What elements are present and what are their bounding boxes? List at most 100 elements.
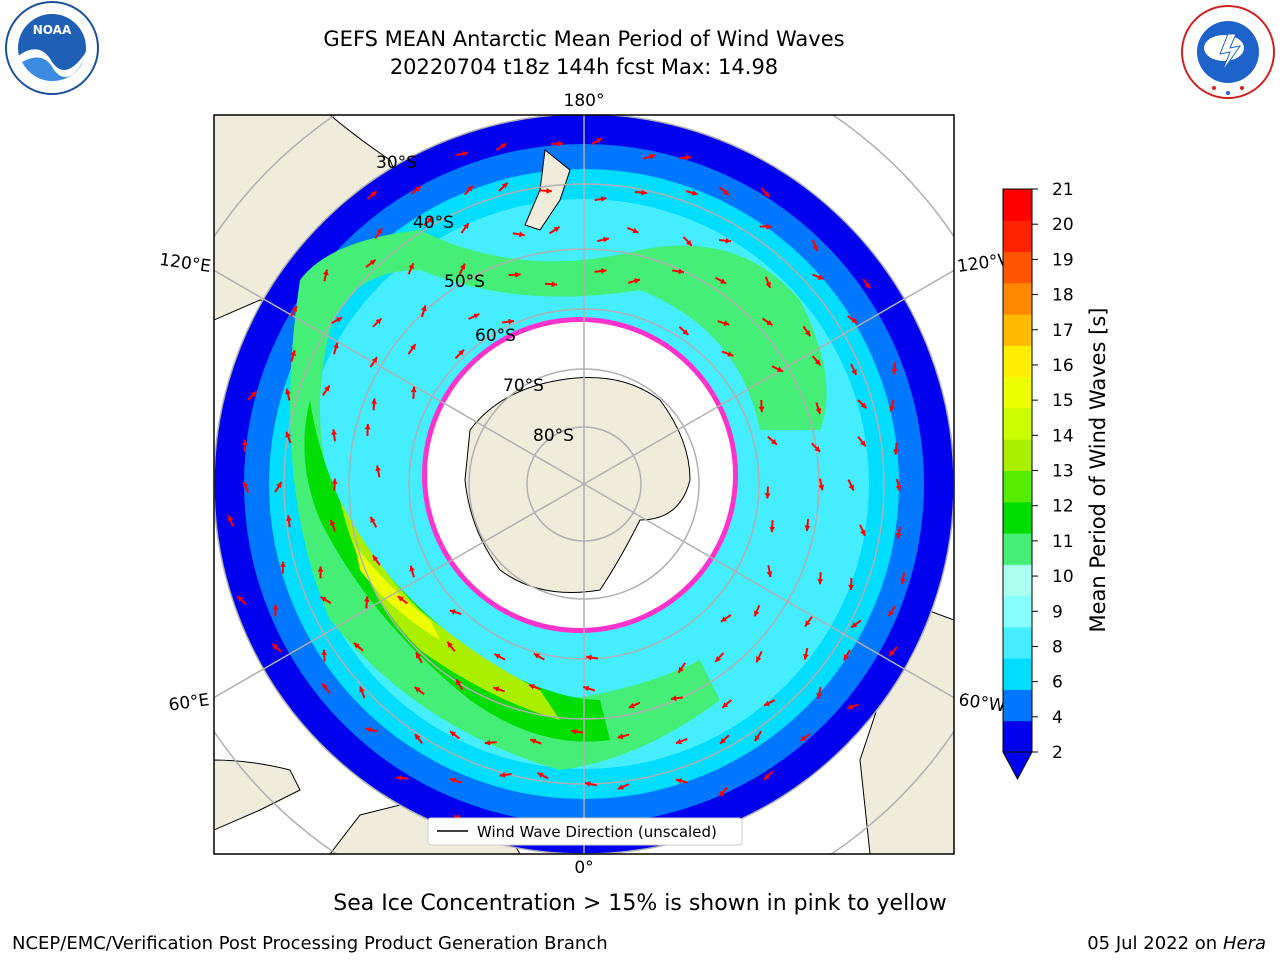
lon-label-60w: 60°W [957, 690, 1006, 716]
wind-wave-arrow [321, 682, 331, 694]
wind-wave-arrow [374, 227, 383, 239]
wind-wave-arrow [247, 390, 258, 401]
wind-direction-legend: Wind Wave Direction (unscaled) [427, 817, 743, 846]
wind-wave-arrow [274, 481, 283, 493]
wind-wave-arrow [236, 595, 247, 606]
wind-wave-arrow [321, 649, 328, 662]
wind-wave-arrow [549, 225, 561, 235]
wind-wave-arrow [285, 431, 292, 444]
colorbar-tick-label: 11 [1052, 532, 1074, 552]
wind-wave-arrow [414, 733, 424, 745]
wind-wave-arrow [286, 515, 292, 528]
wind-wave-arrow [512, 231, 525, 238]
wind-wave-arrow [804, 616, 813, 627]
wind-wave-arrow [617, 733, 630, 740]
wind-wave-arrow [371, 554, 381, 566]
colorbar-segment [1003, 251, 1032, 284]
wind-wave-arrow [597, 236, 610, 243]
colorbar-title: Mean Period of Wind Waves [s] [1086, 307, 1110, 633]
wind-wave-arrow [571, 728, 584, 735]
wind-wave-arrow [594, 268, 607, 274]
wind-wave-arrow [812, 273, 825, 280]
wind-wave-arrow [847, 315, 858, 324]
wind-wave-arrow [895, 526, 902, 539]
wind-wave-arrow [766, 565, 773, 578]
wind-wave-arrow [815, 402, 822, 415]
wind-wave-arrow [586, 654, 599, 661]
wind-wave-arrow [811, 355, 822, 366]
wind-wave-arrow [329, 519, 336, 532]
wind-wave-arrow [410, 386, 417, 399]
wind-wave-arrow [675, 738, 688, 745]
lat-label-30s: 30°S [376, 153, 417, 173]
colorbar-segment [1003, 407, 1032, 440]
sea-ice-note: Sea Ice Concentration > 15% is shown in … [333, 891, 947, 916]
lon-label-120e: 120°E [158, 250, 212, 277]
wind-wave-arrow [285, 388, 291, 401]
lat-label-60s: 60°S [475, 326, 516, 346]
wind-wave-arrow [317, 566, 324, 579]
colorbar-segment [1003, 439, 1032, 471]
wind-wave-arrow [847, 479, 855, 491]
colorbar-segment [1003, 689, 1032, 722]
wind-wave-arrow [449, 730, 461, 740]
wind-wave-arrow [290, 305, 298, 317]
wind-wave-arrow [415, 651, 423, 664]
wind-wave-arrow [846, 703, 859, 710]
wind-wave-arrow [449, 609, 462, 615]
colorbar-segment [1003, 189, 1032, 221]
wind-wave-arrow [332, 342, 339, 355]
wind-wave-arrow [423, 216, 434, 226]
wind-wave-arrow [677, 662, 687, 674]
wind-wave-arrow [584, 781, 597, 787]
wind-wave-arrow [816, 686, 822, 700]
wind-wave-arrow [758, 399, 765, 413]
wind-wave-arrow [889, 399, 895, 412]
wind-wave-arrow [501, 318, 515, 325]
lon-label-60e: 60°E [167, 690, 210, 715]
wind-wave-arrow [759, 223, 772, 230]
lat-label-80s: 80°S [533, 426, 574, 446]
wind-wave-arrow [714, 652, 725, 663]
wind-wave-arrow [353, 642, 364, 652]
wind-wave-arrow [857, 436, 867, 447]
wind-wave-arrow [893, 442, 899, 455]
colorbar-tick-label: 8 [1052, 637, 1063, 657]
date-text: 05 Jul 2022 on [1087, 933, 1223, 954]
wind-wave-arrow [594, 196, 607, 202]
wind-wave-arrow [363, 596, 370, 609]
wind-wave-arrow [271, 642, 282, 653]
colorbar-tick-label: 19 [1052, 250, 1074, 270]
wind-wave-arrow [721, 350, 734, 357]
wind-wave-arrow [811, 442, 821, 453]
wind-wave-arrow [458, 263, 466, 275]
wind-wave-arrow [802, 325, 812, 337]
wind-wave-arrow [396, 775, 409, 781]
wind-wave-arrow [495, 142, 507, 151]
wind-wave-arrow [290, 349, 296, 363]
wind-wave-arrow [628, 701, 641, 709]
wind-wave-arrow [891, 362, 898, 375]
map-frame [213, 114, 955, 855]
wind-wave-arrow [409, 565, 415, 578]
wind-wave-arrow [508, 271, 521, 278]
wind-wave-arrow [767, 435, 778, 446]
chart-subtitle: 20220704 t18z 144h fcst Max: 14.98 [389, 55, 779, 79]
wind-wave-arrow [842, 649, 851, 661]
wind-wave-arrow [763, 699, 776, 707]
wind-wave-arrow [715, 276, 727, 285]
colorbar-tick-label: 15 [1052, 391, 1074, 411]
lat-label-70s: 70°S [503, 376, 544, 396]
wind-wave-arrow [365, 259, 377, 268]
wind-wave-arrow [551, 140, 564, 147]
land-madagascar [214, 759, 301, 831]
wind-wave-arrow [320, 595, 332, 604]
wind-wave-arrow [627, 226, 639, 234]
wind-wave-arrow [539, 188, 552, 194]
credit-right: 05 Jul 2022 on Hera [1087, 933, 1266, 954]
wind-wave-arrow [494, 653, 506, 661]
wind-wave-arrow [857, 399, 868, 410]
colorbar-tick-label: 21 [1052, 180, 1074, 200]
colorbar-segment [1003, 595, 1032, 628]
wind-wave-arrow [591, 137, 603, 146]
